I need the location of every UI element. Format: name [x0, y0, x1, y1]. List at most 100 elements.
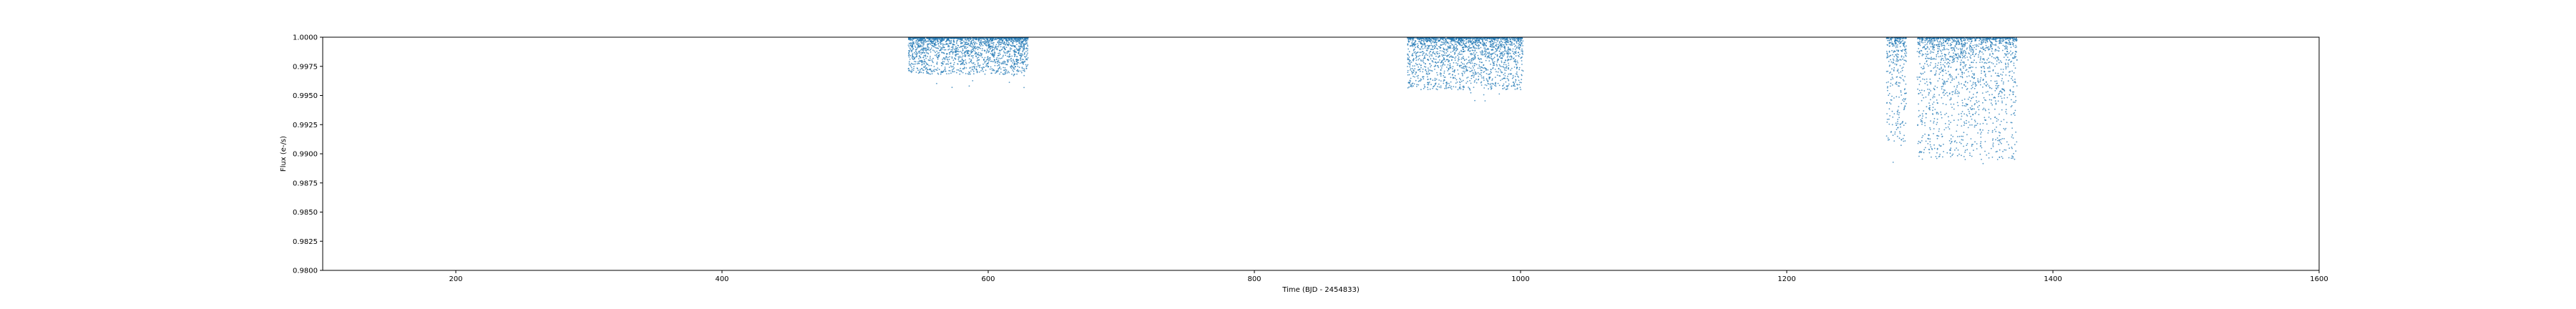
data-point: [1478, 44, 1480, 46]
data-point: [1420, 41, 1422, 42]
data-point: [1424, 37, 1426, 39]
data-point: [1407, 66, 1408, 67]
data-point: [1512, 48, 1514, 50]
data-point: [913, 66, 915, 67]
data-point: [1946, 48, 1948, 50]
data-point: [1438, 61, 1440, 63]
data-point: [1471, 74, 1473, 77]
data-point: [953, 67, 955, 69]
data-point: [1994, 80, 1996, 82]
data-point: [986, 51, 987, 53]
data-point: [1886, 44, 1888, 46]
data-point: [1482, 51, 1484, 53]
data-point: [952, 52, 954, 54]
data-point: [1516, 46, 1518, 48]
data-point: [1949, 76, 1951, 78]
data-point: [2011, 157, 2012, 160]
data-point: [1506, 41, 1507, 44]
data-point: [1486, 38, 1488, 40]
data-point: [980, 70, 982, 72]
data-point: [1424, 43, 1426, 44]
data-point: [1460, 80, 1463, 82]
data-point: [1938, 135, 1940, 137]
data-point: [1924, 63, 1926, 64]
data-point: [908, 57, 910, 58]
data-point: [1018, 52, 1020, 54]
data-point: [1412, 82, 1414, 84]
data-point: [1493, 45, 1495, 47]
data-point: [922, 46, 924, 48]
data-point: [1416, 84, 1418, 86]
data-point: [1905, 83, 1907, 85]
data-point: [1467, 77, 1469, 78]
data-point: [914, 51, 917, 52]
data-point: [2009, 37, 2011, 39]
data-point: [1921, 158, 1923, 160]
data-point: [1947, 95, 1948, 97]
data-point: [1024, 52, 1025, 54]
data-point: [989, 37, 990, 39]
data-point: [1460, 37, 1462, 39]
data-point: [1996, 117, 1998, 119]
data-point: [948, 69, 950, 72]
data-point: [907, 44, 909, 46]
data-point: [1966, 114, 1968, 116]
data-point: [1979, 52, 1981, 54]
data-point: [1903, 44, 1905, 46]
data-point: [1520, 37, 1522, 39]
data-point: [2014, 82, 2016, 84]
data-point: [1025, 37, 1027, 39]
data-point: [2001, 97, 2003, 99]
data-point: [1458, 43, 1460, 45]
data-point: [2011, 134, 2014, 136]
data-point: [935, 44, 937, 46]
data-point: [928, 47, 930, 49]
data-point: [908, 46, 910, 48]
data-point: [1425, 39, 1428, 41]
data-point: [1924, 44, 1926, 46]
data-point: [979, 41, 981, 44]
data-point: [1925, 140, 1927, 142]
data-point: [1417, 46, 1419, 48]
data-point: [1420, 79, 1423, 81]
data-point: [1898, 72, 1900, 74]
data-point: [1474, 79, 1476, 82]
data-point: [1519, 44, 1521, 46]
data-point: [1888, 51, 1890, 53]
data-point: [1470, 46, 1473, 49]
data-point: [992, 55, 995, 57]
data-point: [1518, 79, 1520, 82]
data-point: [1516, 67, 1518, 68]
data-point: [987, 57, 989, 59]
data-point: [1469, 50, 1471, 52]
data-point: [993, 41, 995, 44]
data-point: [1946, 58, 1948, 60]
data-point: [1898, 43, 1901, 44]
data-point: [932, 69, 935, 71]
data-point: [1490, 43, 1491, 45]
data-point: [1413, 48, 1415, 50]
data-point: [934, 44, 936, 46]
data-point: [1412, 38, 1414, 40]
data-point: [1453, 46, 1455, 49]
data-point: [1501, 66, 1502, 67]
data-point: [1424, 47, 1426, 49]
data-point: [1493, 64, 1494, 67]
data-point: [1520, 89, 1522, 91]
data-point: [1906, 60, 1907, 62]
data-point: [1444, 38, 1446, 40]
data-point: [1488, 83, 1490, 85]
data-point: [965, 37, 967, 39]
data-point: [1972, 82, 1974, 83]
data-point: [1500, 37, 1502, 39]
data-point: [1471, 62, 1473, 64]
data-point: [1905, 54, 1906, 57]
data-point: [1464, 37, 1466, 39]
data-point: [1410, 60, 1411, 62]
data-point: [1933, 128, 1935, 129]
data-point: [936, 39, 938, 40]
data-point: [1898, 59, 1900, 62]
data-point: [2014, 81, 2016, 83]
data-point: [1506, 37, 1508, 39]
data-point: [980, 37, 982, 39]
